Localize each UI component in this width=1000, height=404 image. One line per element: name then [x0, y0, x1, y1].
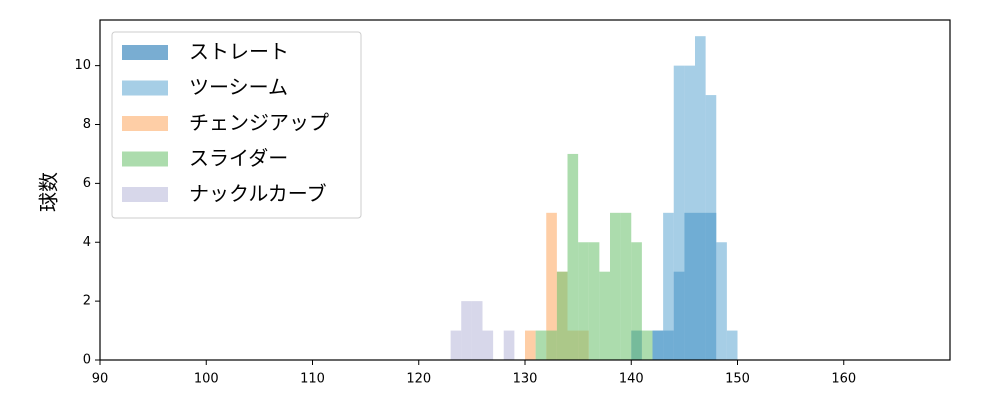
legend-swatch [122, 116, 168, 131]
x-tick-label: 130 [513, 372, 538, 387]
x-tick-label: 100 [194, 372, 219, 387]
bar [695, 36, 706, 360]
legend-label: ナックルカーブ [189, 182, 327, 206]
y-tick-label: 6 [83, 176, 91, 191]
bar [578, 242, 589, 360]
x-tick-label: 120 [406, 372, 431, 387]
bar [610, 212, 621, 360]
y-tick-label: 10 [74, 58, 91, 73]
bar [705, 95, 717, 360]
bar [503, 330, 515, 360]
bar [588, 242, 600, 360]
bar [535, 330, 547, 360]
x-tick-label: 140 [619, 372, 644, 387]
legend-label: チェンジアップ [189, 111, 329, 135]
y-tick-label: 0 [83, 353, 91, 368]
x-tick-label: 90 [92, 372, 109, 387]
legend-swatch [122, 151, 168, 167]
bar [652, 330, 664, 360]
bar [684, 65, 695, 360]
y-tick-label: 2 [83, 294, 91, 309]
bar [716, 242, 727, 360]
legend-box [111, 31, 362, 219]
y-tick-label: 8 [83, 117, 91, 132]
bar [663, 212, 674, 360]
bar [641, 330, 653, 360]
y-tick-label: 4 [83, 235, 91, 250]
bar [450, 330, 462, 360]
legend-label: スライダー [189, 146, 288, 170]
x-tick-label: 110 [300, 372, 325, 387]
bar [546, 212, 557, 360]
legend-swatch [122, 187, 168, 202]
legend-swatch [122, 80, 168, 96]
x-tick-label: 160 [831, 372, 856, 387]
x-tick-label: 150 [725, 372, 750, 387]
bar [461, 301, 472, 360]
bar [631, 242, 642, 360]
bar [471, 301, 483, 360]
legend-label: ツーシーム [189, 75, 288, 99]
bar [726, 330, 738, 360]
bar [673, 65, 685, 360]
bar [556, 271, 568, 360]
bar [525, 330, 536, 360]
bar [546, 330, 557, 360]
legend-swatch [122, 45, 168, 60]
legend-label: ストレート [189, 40, 289, 64]
y-axis-label: 球数 [37, 172, 61, 212]
bar [620, 212, 632, 360]
bar [599, 271, 610, 360]
bar [567, 153, 579, 360]
bar [482, 330, 494, 360]
